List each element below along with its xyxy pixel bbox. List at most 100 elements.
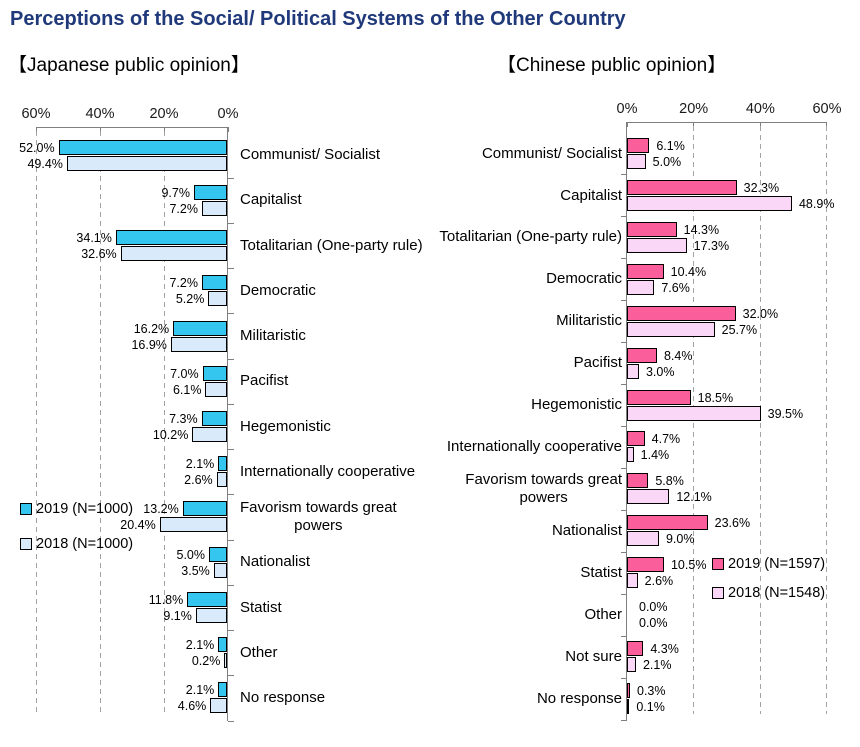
- axis-tick-mark: [693, 122, 695, 127]
- axis-tick-mark: [759, 122, 761, 127]
- bar-2019: [173, 320, 227, 336]
- category-label-text: Other: [240, 643, 278, 661]
- value-label: 12.1%: [676, 490, 712, 505]
- axis-tick-mark: [626, 122, 628, 127]
- value-label: 32.3%: [743, 180, 780, 195]
- value-label: 25.7%: [721, 322, 758, 337]
- bar-2018: [627, 363, 639, 379]
- category-label-text: Pacifist: [240, 372, 289, 390]
- bar-2018: [208, 291, 227, 307]
- axis-tick-label: 40%: [85, 106, 115, 122]
- category-tick-mark: [228, 403, 234, 405]
- value-label: 4.6%: [177, 699, 207, 714]
- bar-2019: [58, 139, 227, 155]
- value-label: 34.1%: [76, 231, 112, 246]
- y-axis-line: [227, 127, 228, 721]
- category-label: Nationalist: [420, 510, 622, 552]
- value-label: 4.3%: [650, 642, 679, 657]
- category-label-text: Democratic: [240, 281, 316, 299]
- value-label: 0.2%: [191, 654, 221, 669]
- y-axis-line: [626, 122, 627, 720]
- bar-2018: [627, 405, 761, 421]
- value-label: 11.8%: [148, 592, 184, 607]
- x-axis-line: [36, 127, 228, 128]
- category-label: Democratic: [240, 269, 455, 314]
- value-label: 7.2%: [169, 201, 198, 216]
- category-label-text: Pacifist: [573, 354, 622, 372]
- bar-2019: [182, 501, 227, 517]
- category-tick-mark: [228, 630, 234, 632]
- value-label: 48.9%: [798, 196, 835, 211]
- bar-2018: [195, 607, 227, 623]
- category-tick-mark: [621, 216, 627, 218]
- legend-label: 2018 (N=1548): [728, 585, 826, 601]
- bar-2019: [627, 305, 736, 321]
- bar-2018: [120, 246, 227, 262]
- bar-2018: [210, 698, 227, 714]
- category-label: Communist/ Socialist: [240, 133, 455, 178]
- value-label: 39.5%: [767, 406, 804, 421]
- category-label: No response: [240, 676, 455, 721]
- category-label-text: Nationalist: [240, 553, 311, 571]
- bar-2019: [115, 230, 227, 246]
- category-label-text: Totalitarian (One-party rule): [439, 228, 622, 246]
- bar-2018: [627, 321, 715, 337]
- bar-2019: [202, 365, 227, 381]
- category-label: Capitalist: [420, 175, 622, 217]
- category-label: Communist/ Socialist: [420, 133, 622, 175]
- axis-tick-label: 60%: [812, 101, 842, 117]
- subtitle-japanese-opinion: 【Japanese public opinion】: [8, 55, 250, 76]
- value-label: 7.0%: [170, 366, 199, 381]
- gridline: [826, 126, 828, 714]
- category-label-text: Capitalist: [560, 186, 622, 204]
- value-label: 10.5%: [670, 558, 707, 573]
- bar-2018: [627, 699, 630, 715]
- value-label: 8.4%: [663, 348, 693, 363]
- legend-swatch: [712, 558, 724, 570]
- x-axis-line: [627, 122, 827, 123]
- category-label: Hegemonistic: [420, 385, 622, 427]
- category-tick-mark: [228, 539, 234, 541]
- legend-swatch: [20, 538, 32, 550]
- category-tick-mark: [228, 222, 234, 224]
- value-label: 0.0%: [639, 600, 668, 615]
- category-label-text: Favorism towards great powers: [240, 498, 397, 535]
- bar-2019: [627, 347, 657, 363]
- value-label: 16.9%: [131, 337, 167, 352]
- category-label-text: Hegemonistic: [531, 396, 622, 414]
- value-label: 9.1%: [163, 608, 192, 623]
- category-label: Capitalist: [240, 178, 455, 223]
- bar-2018: [216, 472, 227, 488]
- bar-2018: [224, 653, 227, 669]
- bar-2019: [201, 411, 227, 426]
- category-tick-mark: [621, 342, 627, 344]
- category-label-text: Militaristic: [240, 327, 306, 345]
- category-label: Hegemonistic: [240, 404, 455, 449]
- bar-2018: [627, 195, 792, 211]
- gridline: [35, 131, 37, 715]
- bar-2018: [627, 153, 646, 169]
- bar-2019: [627, 683, 630, 699]
- category-label: Pacifist: [420, 343, 622, 385]
- value-label: 0.3%: [637, 684, 666, 699]
- category-label-text: Statist: [580, 563, 622, 581]
- category-tick-mark: [228, 494, 234, 496]
- category-tick-mark: [228, 584, 234, 586]
- bar-2019: [187, 591, 227, 607]
- bar-2018: [627, 237, 687, 253]
- bar-2019: [627, 263, 664, 279]
- category-tick-mark: [228, 358, 234, 360]
- category-tick-mark: [621, 384, 627, 386]
- category-label: No response: [420, 678, 622, 720]
- axis-tick-label: 20%: [149, 106, 179, 122]
- value-label: 16.2%: [133, 321, 170, 336]
- category-tick-mark: [621, 719, 627, 721]
- value-label: 13.2%: [143, 502, 179, 517]
- category-label: Internationally cooperative: [420, 427, 622, 469]
- category-label: Favorism towards great powers: [420, 468, 622, 510]
- category-label-text: Nationalist: [551, 521, 622, 539]
- category-tick-mark: [621, 635, 627, 637]
- value-label: 52.0%: [19, 140, 55, 155]
- gridline: [163, 131, 165, 715]
- category-tick-mark: [621, 677, 627, 679]
